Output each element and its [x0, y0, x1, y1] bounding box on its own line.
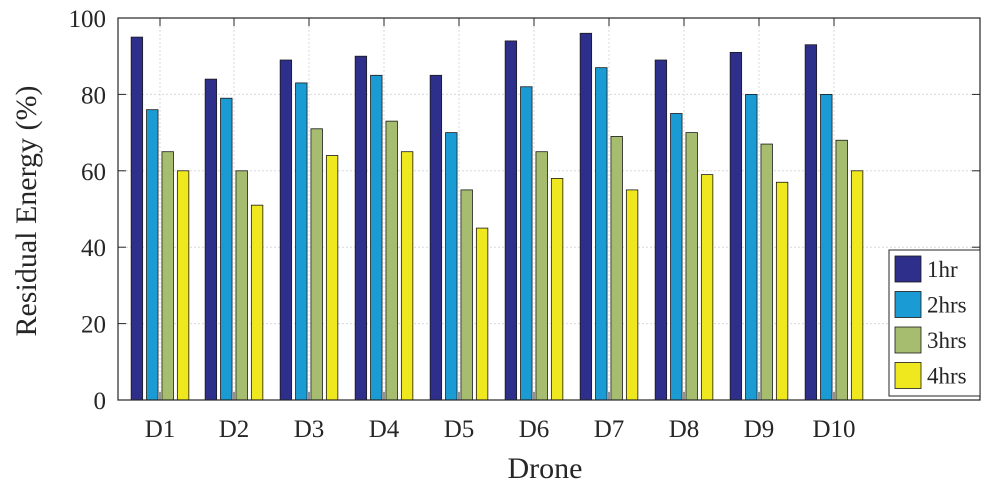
bar-d3-2hrs	[295, 82, 308, 401]
y-tick-label: 0	[94, 388, 107, 415]
bars	[130, 32, 864, 401]
legend-swatch-3hrs	[894, 326, 922, 354]
bar-d8-1hr	[654, 59, 668, 401]
y-tick-label: 100	[69, 6, 107, 33]
bar-d4-4hrs	[400, 151, 414, 401]
bar-d6-1hr	[504, 40, 518, 401]
y-axis-title: Residual Energy (%)	[10, 85, 43, 336]
bar-d9-3hrs	[760, 143, 773, 401]
bar-d5-4hrs	[475, 227, 489, 401]
bar-d3-4hrs	[325, 155, 339, 401]
x-tick-label: D2	[219, 416, 250, 443]
y-tick-label: 20	[81, 312, 106, 339]
bar-d10-2hrs	[820, 94, 833, 401]
bar-d3-1hr	[279, 59, 293, 401]
x-tick-label: D9	[744, 416, 775, 443]
x-tick-label: D3	[294, 416, 325, 443]
x-tick-label: D8	[669, 416, 700, 443]
bar-d3-3hrs	[310, 128, 323, 401]
legend-label-2hrs: 2hrs	[927, 293, 967, 318]
tick-labels: 0 20 40 60 80 100 D1 D2 D3 D4 D5 D6 D7 D8 D9 D10	[69, 6, 856, 443]
bar-d9-2hrs	[745, 94, 758, 401]
bar-d5-1hr	[429, 74, 443, 401]
bar-d10-4hrs	[850, 170, 864, 401]
x-tick-label: D6	[519, 416, 550, 443]
legend-label-4hrs: 4hrs	[927, 364, 967, 389]
bar-d2-1hr	[204, 78, 218, 401]
bar-d6-3hrs	[535, 151, 548, 401]
bar-d1-2hrs	[146, 109, 159, 401]
bar-d1-4hrs	[176, 170, 190, 401]
bar-d6-4hrs	[550, 178, 564, 401]
legend-label-3hrs: 3hrs	[927, 328, 967, 353]
x-tick-label: D5	[444, 416, 475, 443]
bar-d7-3hrs	[610, 136, 623, 401]
bar-d4-2hrs	[370, 74, 383, 401]
bar-d2-2hrs	[220, 97, 233, 401]
bar-d9-1hr	[729, 51, 743, 401]
x-tick-label: D1	[145, 416, 176, 443]
x-tick-label: D10	[812, 416, 855, 443]
bar-d4-3hrs	[385, 120, 398, 401]
bar-d10-3hrs	[835, 139, 848, 401]
bar-d8-2hrs	[670, 113, 683, 401]
bar-d7-1hr	[579, 32, 593, 401]
bar-d10-1hr	[804, 44, 818, 401]
legend-label-1hr: 1hr	[927, 257, 958, 282]
x-tick-label: D4	[369, 416, 400, 443]
legend: 1hr 2hrs 3hrs 4hrs	[888, 249, 981, 397]
bar-d5-2hrs	[445, 132, 458, 401]
bar-d8-4hrs	[700, 174, 714, 401]
bar-d8-3hrs	[685, 132, 698, 401]
y-tick-label: 80	[81, 82, 106, 109]
bar-d2-4hrs	[250, 204, 264, 401]
legend-swatch-1hr	[894, 255, 922, 283]
plot-frame	[117, 17, 981, 401]
bar-d2-3hrs	[235, 170, 248, 401]
legend-swatch-2hrs	[894, 291, 922, 318]
bar-d6-2hrs	[520, 86, 533, 401]
bar-d9-4hrs	[775, 181, 789, 401]
bar-d7-4hrs	[625, 189, 639, 401]
x-tick-label: D7	[594, 416, 625, 443]
x-axis-title: Drone	[508, 452, 583, 485]
y-tick-label: 60	[81, 159, 106, 186]
bar-d5-3hrs	[460, 189, 473, 401]
bar-d1-3hrs	[161, 151, 174, 401]
bar-d4-1hr	[354, 55, 368, 401]
legend-swatch-4hrs	[894, 362, 922, 389]
y-tick-label: 40	[81, 235, 106, 262]
bar-d1-1hr	[130, 36, 144, 401]
bar-d7-2hrs	[595, 67, 608, 401]
